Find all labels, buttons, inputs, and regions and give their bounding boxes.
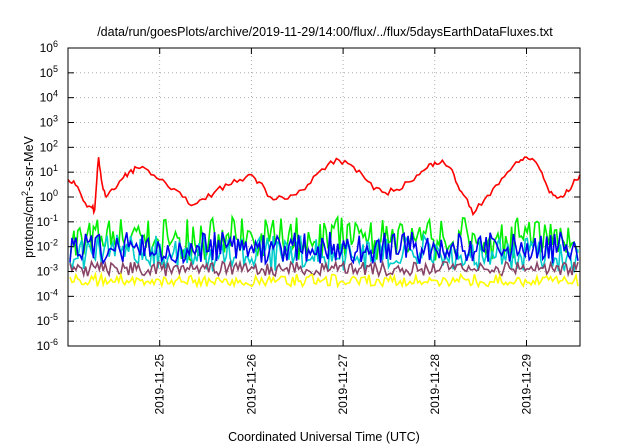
y-tick-label: 10-1 — [37, 213, 58, 229]
y-tick-label: 10-3 — [37, 263, 58, 279]
flux-series-line — [69, 271, 579, 289]
flux-series-line — [67, 156, 581, 217]
x-tick-label: 2019-11-26 — [244, 354, 258, 415]
y-tick-label: 102 — [40, 138, 58, 154]
y-tick-label: 101 — [40, 163, 58, 179]
y-tick-label: 104 — [40, 89, 58, 105]
chart-title: /data/run/goesPlots/archive/2019-11-29/1… — [97, 25, 553, 39]
x-tick-label: 2019-11-25 — [153, 354, 167, 415]
y-tick-label: 100 — [40, 188, 58, 204]
y-tick-label: 10-4 — [37, 287, 58, 303]
flux-series-line — [69, 214, 579, 263]
grid — [68, 48, 580, 346]
y-tick-label: 103 — [40, 114, 58, 130]
x-axis-label: Coordinated Universal Time (UTC) — [228, 430, 420, 444]
y-tick-label: 106 — [40, 39, 58, 55]
y-axis-ticks: 106 105 104 103 102 101 100 10-1 10-2 10-3 10-4 10-… — [37, 39, 580, 353]
x-axis-ticks: 2019-11-25 2019-11-26 2019-11-27 2019-11-28… — [153, 48, 534, 415]
flux-series-line — [69, 231, 579, 266]
flux-series-line — [69, 259, 579, 279]
x-tick-label: 2019-11-28 — [428, 354, 442, 415]
x-tick-label: 2019-11-27 — [336, 354, 350, 415]
y-tick-label: 10-2 — [37, 238, 58, 254]
y-tick-label: 10-6 — [37, 337, 58, 353]
series-layer — [67, 156, 581, 289]
x-tick-label: 2019-11-29 — [520, 354, 534, 415]
y-axis-label: protons/cm2-s-sr-MeV — [20, 135, 36, 257]
y-tick-label: 10-5 — [37, 312, 58, 328]
y-tick-label: 105 — [40, 64, 58, 80]
